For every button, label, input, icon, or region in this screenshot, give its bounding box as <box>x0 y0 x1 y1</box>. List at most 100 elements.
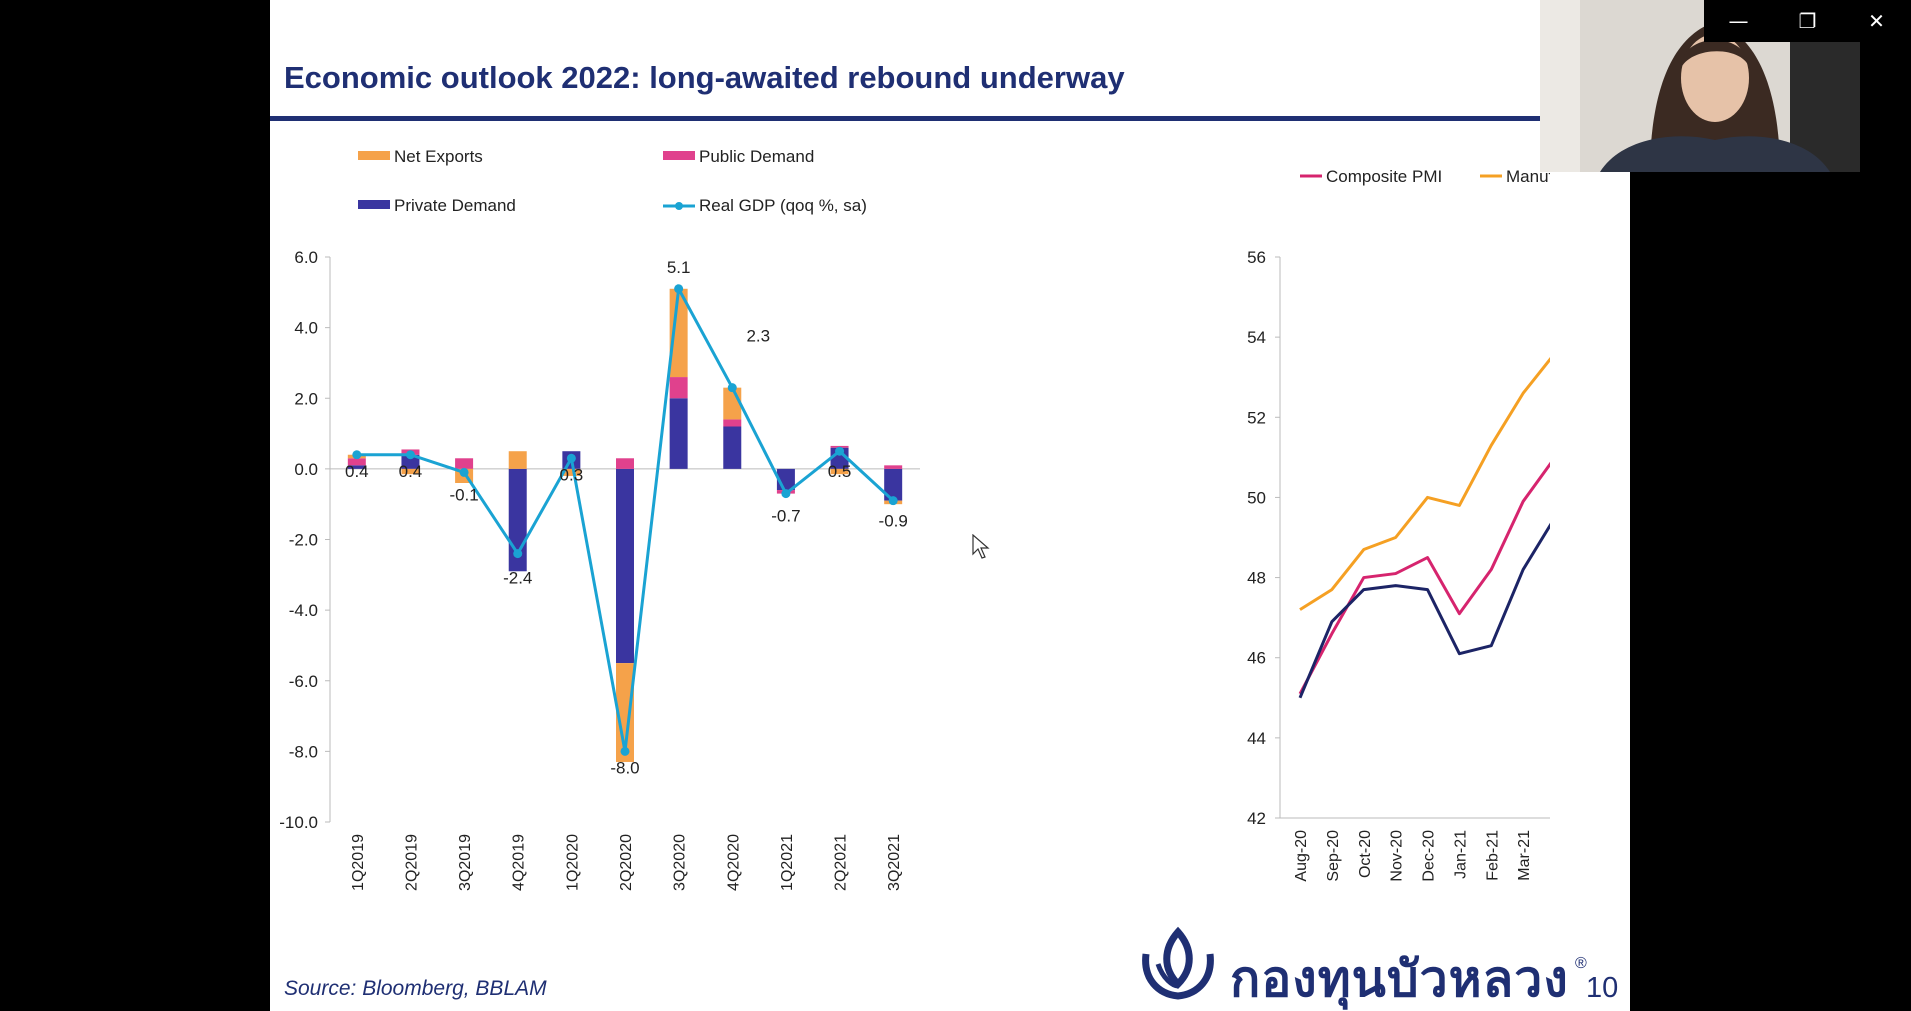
bar-segment <box>723 419 742 427</box>
bar-segment <box>669 398 688 469</box>
y-tick-label: 54 <box>1247 328 1266 347</box>
gdp-point <box>727 383 737 393</box>
legend-label: Private Demand <box>394 196 516 215</box>
bar-segment <box>669 288 688 378</box>
close-button[interactable]: ✕ <box>1868 9 1885 33</box>
x-tick-label: Oct-20 <box>1357 830 1374 878</box>
y-tick-label: 56 <box>1247 248 1266 267</box>
gdp-point <box>835 446 845 456</box>
bar-segment <box>616 468 634 664</box>
x-tick-label: 2Q2021 <box>833 834 850 891</box>
gdp-data-label: 2.3 <box>746 327 770 346</box>
gdp-data-label: -0.7 <box>771 507 800 526</box>
restore-button[interactable]: ❐ <box>1798 9 1817 33</box>
x-tick-label: 1Q2019 <box>350 834 367 891</box>
gdp-point <box>781 489 791 499</box>
gdp-data-label: 5.1 <box>667 258 691 277</box>
y-tick-label: -2.0 <box>289 531 318 550</box>
y-tick-label: 50 <box>1247 488 1266 507</box>
slide: Economic outlook 2022: long-awaited rebo… <box>270 0 1630 1011</box>
legend-label: Net Exports <box>394 147 483 166</box>
legend-label: Composite PMI <box>1326 167 1442 186</box>
bar-segment <box>401 468 420 475</box>
page-number: 10 <box>1586 972 1619 1004</box>
logo-wordmark: กองทุนบัวหลวง <box>1230 951 1569 1007</box>
x-tick-label: Dec-20 <box>1421 830 1438 882</box>
bar-segment <box>884 468 903 501</box>
y-tick-label: 42 <box>1247 809 1266 828</box>
y-tick-label: 52 <box>1247 408 1266 427</box>
y-tick-label: -4.0 <box>289 601 318 620</box>
gdp-point <box>888 496 898 506</box>
gdp-point <box>513 549 523 559</box>
bar-segment <box>723 426 742 469</box>
registered-mark: ® <box>1575 955 1587 972</box>
gdp-point <box>405 450 415 460</box>
x-tick-label: Mar-21 <box>1516 830 1533 881</box>
x-tick-label: 2Q2019 <box>403 834 420 891</box>
bar-segment <box>508 451 527 469</box>
gdp-data-label: 0.4 <box>399 462 423 481</box>
x-tick-label: 3Q2021 <box>886 834 903 891</box>
presenter-video-icon <box>1540 0 1860 172</box>
legend-label: Manufacturing PMI <box>1506 167 1550 186</box>
bar-segment <box>562 468 581 476</box>
x-tick-label: 4Q2020 <box>725 834 742 891</box>
y-tick-label: -8.0 <box>289 742 318 761</box>
gdp-data-label: 0.3 <box>560 465 584 484</box>
bar-segment <box>884 465 903 469</box>
x-tick-label: 1Q2020 <box>564 834 581 891</box>
x-tick-label: Feb-21 <box>1484 830 1501 881</box>
bar-segment <box>401 454 420 469</box>
slide-title: Economic outlook 2022: long-awaited rebo… <box>284 60 1125 95</box>
gdp-data-label: 0.4 <box>345 462 369 481</box>
y-tick-label: 2.0 <box>294 389 318 408</box>
y-tick-label: 48 <box>1247 569 1266 588</box>
x-tick-label: Aug-20 <box>1293 830 1310 882</box>
pmi-line <box>1299 357 1550 611</box>
x-tick-label: 3Q2019 <box>457 834 474 891</box>
gdp-point <box>352 450 362 460</box>
pmi-line <box>1298 461 1550 695</box>
x-tick-label: 3Q2020 <box>672 834 689 891</box>
y-tick-label: -6.0 <box>289 672 318 691</box>
x-tick-label: Nov-20 <box>1389 830 1406 882</box>
title-rule <box>270 116 1540 121</box>
y-tick-label: 46 <box>1247 649 1266 668</box>
gdp-point <box>674 284 684 294</box>
legend-swatch <box>663 151 695 160</box>
bar-segment <box>455 458 474 469</box>
lotus-logo-icon <box>1142 926 1214 1000</box>
gdp-data-label: -0.9 <box>879 512 908 531</box>
gdp-data-label: -0.1 <box>449 485 478 504</box>
y-tick-label: 0.0 <box>294 460 318 479</box>
gdp-point <box>459 467 469 477</box>
legend-marker-gdp <box>675 202 683 210</box>
window-controls: — ❐ ✕ <box>1704 0 1911 42</box>
gdp-data-label: -2.4 <box>503 569 532 588</box>
mouse-cursor-icon <box>972 534 990 559</box>
legend-swatch <box>358 151 390 160</box>
bar-segment <box>347 458 366 466</box>
bar-segment <box>616 458 634 469</box>
legend-label: Public Demand <box>699 147 814 166</box>
x-tick-label: Jan-21 <box>1452 830 1469 879</box>
gdp-data-label: -8.0 <box>610 758 639 777</box>
gdp-point <box>620 746 630 756</box>
minimize-button[interactable]: — <box>1728 9 1749 33</box>
y-tick-label: 6.0 <box>294 248 318 267</box>
bar-segment <box>723 387 742 420</box>
bar-segment <box>830 468 849 475</box>
gdp-data-label: 0.5 <box>828 462 852 481</box>
pmi-line <box>1298 522 1550 699</box>
source-note: Source: Bloomberg, BBLAM <box>284 977 547 1000</box>
gdp-point <box>566 453 576 463</box>
x-tick-label: Sep-20 <box>1325 830 1342 882</box>
x-tick-label: Apr-21 <box>1548 830 1550 878</box>
legend-swatch <box>358 200 390 209</box>
x-tick-label: 2Q2020 <box>618 834 635 891</box>
gdp-chart: Net Exports Public Demand Private Demand Re… <box>279 147 920 891</box>
bar-segment <box>616 663 634 762</box>
y-tick-label: 4.0 <box>294 319 318 338</box>
legend-label: Real GDP (qoq %, sa) <box>699 196 867 215</box>
